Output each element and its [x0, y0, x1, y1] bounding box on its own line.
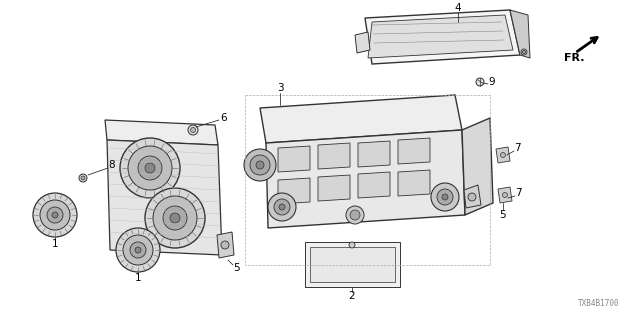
- Circle shape: [468, 193, 476, 201]
- Polygon shape: [318, 175, 350, 201]
- Circle shape: [521, 49, 527, 55]
- Polygon shape: [365, 10, 520, 64]
- Text: 2: 2: [349, 291, 355, 301]
- Circle shape: [250, 155, 270, 175]
- Text: 7: 7: [514, 143, 520, 153]
- Text: 4: 4: [454, 3, 461, 13]
- Text: 3: 3: [276, 83, 284, 93]
- Text: TXB4B1700: TXB4B1700: [579, 299, 620, 308]
- Polygon shape: [278, 178, 310, 204]
- Polygon shape: [368, 15, 513, 58]
- Circle shape: [431, 183, 459, 211]
- Polygon shape: [398, 170, 430, 196]
- Polygon shape: [217, 232, 234, 258]
- Polygon shape: [498, 187, 512, 203]
- Polygon shape: [358, 141, 390, 167]
- Circle shape: [153, 196, 197, 240]
- Circle shape: [130, 242, 146, 258]
- Circle shape: [268, 193, 296, 221]
- Polygon shape: [266, 130, 465, 228]
- Polygon shape: [496, 147, 510, 163]
- Circle shape: [116, 228, 160, 272]
- Circle shape: [47, 207, 63, 223]
- Polygon shape: [358, 172, 390, 198]
- Text: 8: 8: [109, 160, 115, 170]
- Circle shape: [79, 174, 87, 182]
- Text: 1: 1: [52, 239, 58, 249]
- Circle shape: [188, 125, 198, 135]
- Polygon shape: [464, 185, 481, 208]
- Text: 5: 5: [500, 210, 506, 220]
- Circle shape: [346, 206, 364, 224]
- Circle shape: [138, 156, 162, 180]
- Circle shape: [244, 149, 276, 181]
- Circle shape: [442, 194, 448, 200]
- Circle shape: [123, 235, 153, 265]
- Bar: [310, 247, 395, 282]
- Polygon shape: [318, 143, 350, 169]
- Circle shape: [350, 210, 360, 220]
- Circle shape: [437, 189, 453, 205]
- Polygon shape: [462, 118, 493, 215]
- Circle shape: [33, 193, 77, 237]
- Text: 6: 6: [221, 113, 227, 123]
- Circle shape: [52, 212, 58, 218]
- Circle shape: [349, 242, 355, 248]
- Circle shape: [40, 200, 70, 230]
- Circle shape: [274, 199, 290, 215]
- Circle shape: [522, 51, 525, 53]
- Circle shape: [502, 193, 508, 197]
- Circle shape: [145, 163, 155, 173]
- Polygon shape: [107, 140, 222, 255]
- Circle shape: [81, 176, 85, 180]
- Circle shape: [128, 146, 172, 190]
- Polygon shape: [510, 10, 530, 58]
- Circle shape: [145, 188, 205, 248]
- Text: 1: 1: [134, 273, 141, 283]
- Circle shape: [163, 206, 187, 230]
- Polygon shape: [278, 146, 310, 172]
- Circle shape: [476, 78, 484, 86]
- Text: FR.: FR.: [564, 53, 584, 63]
- Polygon shape: [105, 120, 218, 145]
- Circle shape: [191, 127, 195, 132]
- Polygon shape: [398, 138, 430, 164]
- Circle shape: [135, 247, 141, 253]
- Circle shape: [500, 153, 506, 157]
- Text: 5: 5: [234, 263, 240, 273]
- Text: 9: 9: [489, 77, 495, 87]
- Circle shape: [256, 161, 264, 169]
- Text: 7: 7: [515, 188, 522, 198]
- Polygon shape: [260, 95, 462, 143]
- Polygon shape: [355, 32, 370, 53]
- Bar: [305, 242, 400, 287]
- Circle shape: [120, 138, 180, 198]
- Circle shape: [221, 241, 229, 249]
- Circle shape: [279, 204, 285, 210]
- Circle shape: [170, 213, 180, 223]
